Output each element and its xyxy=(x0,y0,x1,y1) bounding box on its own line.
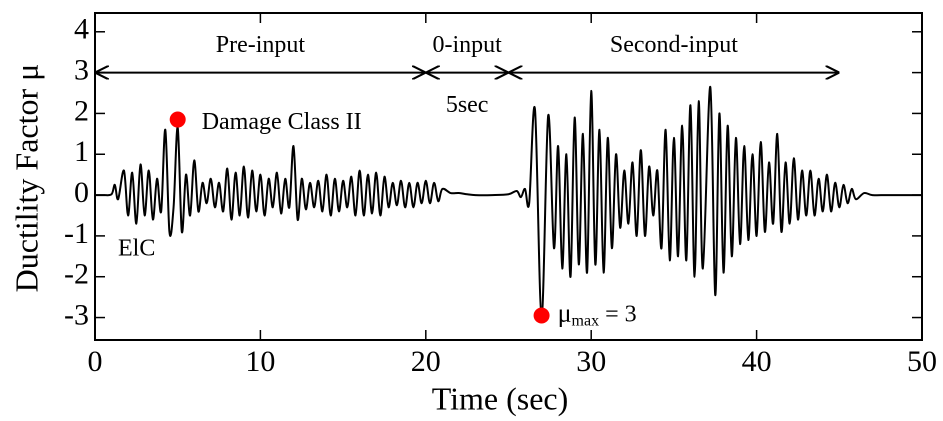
y-tick-label: -1 xyxy=(64,217,89,250)
x-tick-label: 40 xyxy=(742,345,772,378)
y-tick-label: 2 xyxy=(74,94,89,127)
y-axis-label: Ductility Factor μ xyxy=(8,64,44,293)
x-tick-label: 20 xyxy=(411,345,441,378)
marker-dot xyxy=(533,307,550,324)
annotation: ElC xyxy=(118,236,155,262)
y-tick-label: 1 xyxy=(74,135,89,168)
marker-dot xyxy=(169,111,186,128)
y-tick-label: 3 xyxy=(74,53,89,86)
phase-label: Pre-input xyxy=(216,32,306,58)
data-line xyxy=(94,85,922,319)
label-sub: max xyxy=(572,312,600,329)
label-rest: = 3 xyxy=(599,301,637,327)
y-tick-label: -3 xyxy=(64,298,89,331)
phase-label: Second-input xyxy=(610,32,738,58)
y-tick-label: -2 xyxy=(64,258,89,291)
x-tick-label: 50 xyxy=(907,345,937,378)
phase-label: 0-input xyxy=(432,32,502,58)
x-tick-label: 10 xyxy=(245,345,275,378)
plot-frame xyxy=(94,12,923,341)
label-symbol: μ xyxy=(558,298,572,327)
y-tick-label: 4 xyxy=(74,13,89,46)
phase-note: 5sec xyxy=(446,92,489,118)
x-tick-label: 0 xyxy=(88,345,103,378)
x-tick-label: 30 xyxy=(576,345,606,378)
marker-label: Damage Class II xyxy=(202,109,362,135)
x-axis-label: Time (sec) xyxy=(432,380,569,416)
marker-label: μmax = 3 xyxy=(558,298,637,329)
y-tick-label: 0 xyxy=(74,176,89,209)
